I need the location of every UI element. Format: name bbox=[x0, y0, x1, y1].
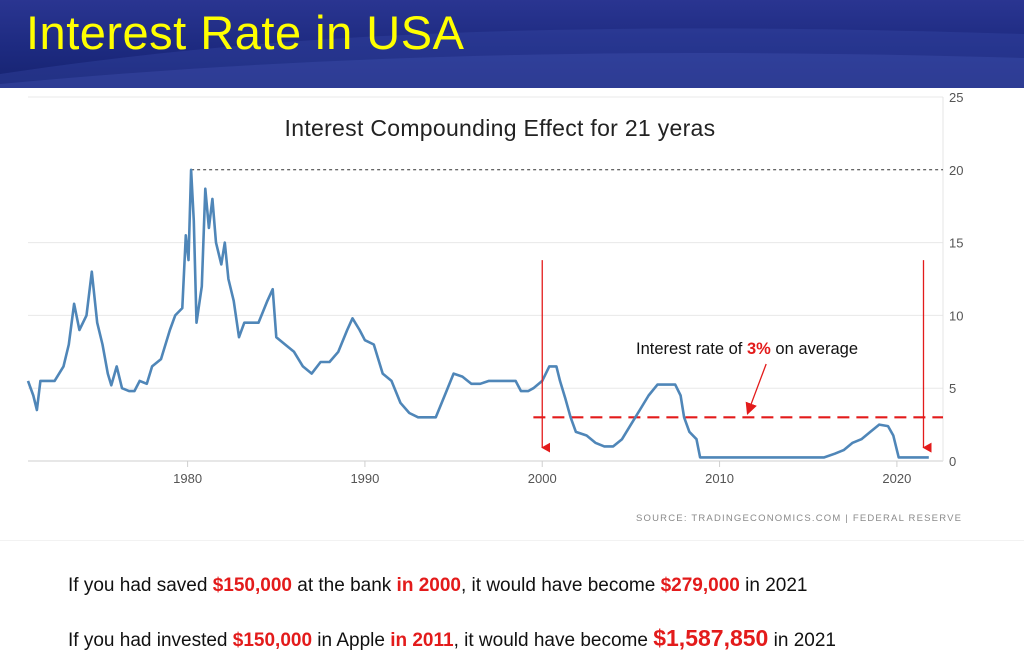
note-text: , it would have become bbox=[453, 630, 654, 651]
note-amount: $150,000 bbox=[232, 630, 313, 651]
note-result: $1,587,850 bbox=[653, 625, 769, 651]
chart-source: SOURCE: TRADINGECONOMICS.COM | FEDERAL R… bbox=[636, 513, 963, 524]
note-text: If you had invested bbox=[68, 630, 233, 651]
interest-rate-chart: 0 5 10 15 20 25 1980 1990 2000 2010 2020 bbox=[26, 90, 963, 486]
x-tick-label: 2020 bbox=[882, 471, 911, 486]
note-text: , it would have become bbox=[460, 575, 661, 596]
page-title: Interest Rate in USA bbox=[26, 6, 465, 59]
note-year: in 2011 bbox=[390, 630, 454, 651]
annotation-suffix: on average bbox=[770, 340, 858, 358]
chart-gridlines bbox=[28, 96, 944, 467]
chart-markers bbox=[541, 260, 932, 453]
y-tick-label: 15 bbox=[949, 236, 963, 251]
note-text: in Apple bbox=[312, 630, 391, 651]
y-tick-label: 0 bbox=[949, 454, 956, 469]
annotation-rate: 3% bbox=[746, 340, 771, 358]
y-tick-label: 5 bbox=[949, 381, 956, 396]
x-tick-label: 1990 bbox=[350, 471, 379, 486]
average-rate-annotation: Interest rate of 3% on average bbox=[636, 340, 858, 359]
y-tick-label: 20 bbox=[949, 163, 963, 178]
savings-note: If you had saved $150,000 at the bank in… bbox=[68, 575, 807, 597]
y-tick-label: 25 bbox=[949, 90, 963, 105]
banner-wave-decoration bbox=[0, 28, 1024, 88]
chart-title: Interest Compounding Effect for 21 yeras bbox=[284, 115, 716, 141]
x-tick-label: 2010 bbox=[705, 471, 734, 486]
note-amount: $150,000 bbox=[212, 575, 292, 596]
note-text: If you had saved bbox=[68, 575, 213, 596]
note-text: at the bank bbox=[291, 575, 397, 596]
title-banner: Interest Rate in USA bbox=[0, 0, 1024, 88]
note-year: in 2000 bbox=[396, 575, 461, 596]
chart-series bbox=[26, 168, 929, 459]
interest-rate-line bbox=[26, 168, 929, 459]
section-divider bbox=[0, 540, 1024, 541]
note-result: $279,000 bbox=[660, 575, 740, 596]
investment-note: If you had invested $150,000 in Apple in… bbox=[68, 625, 836, 652]
chart-tick-labels: 0 5 10 15 20 25 1980 1990 2000 2010 2020 bbox=[173, 90, 963, 486]
note-text: in 2021 bbox=[739, 575, 808, 596]
annotation-prefix: Interest rate of bbox=[636, 340, 747, 358]
note-text: in 2021 bbox=[768, 630, 836, 651]
reference-lines bbox=[191, 169, 943, 419]
y-tick-label: 10 bbox=[949, 308, 963, 323]
x-tick-label: 2000 bbox=[528, 471, 557, 486]
annotation-arrow bbox=[745, 363, 767, 415]
x-tick-label: 1980 bbox=[173, 471, 202, 486]
